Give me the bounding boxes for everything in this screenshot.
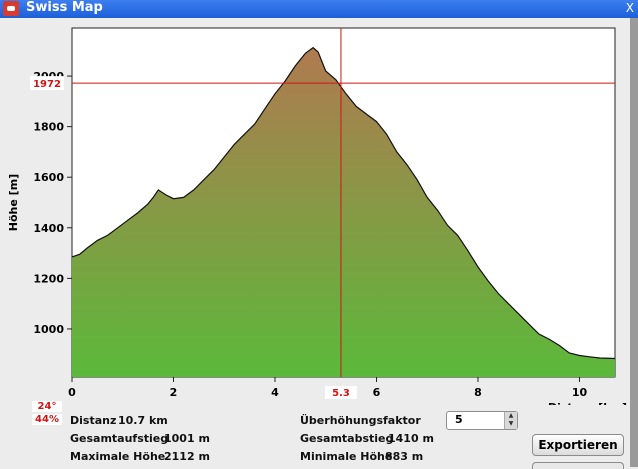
cursor-x-tag — [324, 386, 357, 399]
y-tick-label: 1200 — [33, 272, 64, 285]
spinner-arrows-icon[interactable]: ▲ ▼ — [504, 412, 517, 429]
ueberhoehung-spinner[interactable]: 5 ▲ ▼ — [446, 411, 518, 430]
window-title: Swiss Map — [26, 0, 103, 15]
x-tick-label: 4 — [271, 386, 279, 399]
y-tick-label: 1800 — [33, 121, 64, 134]
export-button[interactable]: Exportieren — [532, 434, 624, 456]
min-hoehe-label: Minimale Höhe — [300, 450, 393, 463]
x-tick-label: 8 — [474, 386, 482, 399]
y-axis-label: Höhe [m] — [7, 174, 20, 231]
percent-value: 44% — [32, 414, 62, 425]
angle-value: 24° — [32, 401, 62, 412]
x-tick-label: 6 — [373, 386, 381, 399]
app-icon — [3, 1, 19, 16]
gesamtaufstieg-label: Gesamtaufstieg — [70, 432, 169, 445]
max-hoehe-value: 2112 m — [164, 450, 210, 463]
elevation-line — [71, 46, 616, 360]
ueberhoehung-label: Überhöhungsfaktor — [300, 414, 421, 427]
x-tick-label: 10 — [572, 386, 588, 399]
x-tick-label: 0 — [68, 386, 76, 399]
window-edge — [630, 18, 638, 467]
y-tick-label: 1600 — [33, 171, 64, 184]
close-button[interactable]: X — [625, 1, 634, 15]
distanz-value: 10.7 km — [118, 414, 168, 427]
y-tick-label: 1000 — [33, 323, 64, 336]
x-tick-label: 2 — [170, 386, 178, 399]
elevation-chart[interactable]: 0246810100012001400160018002000Höhe [m]D… — [0, 0, 630, 405]
title-bar: Swiss Map X — [0, 0, 638, 18]
gesamtabstieg-value: 1410 m — [388, 432, 434, 445]
distanz-label: Distanz — [70, 414, 117, 427]
max-hoehe-label: Maximale Höhe — [70, 450, 166, 463]
cursor-x-label: 5.3 — [332, 388, 350, 399]
gesamtabstieg-label: Gesamtabstieg — [300, 432, 394, 445]
cursor-y-label: 1972 — [33, 79, 61, 90]
y-tick-label: 1400 — [33, 222, 64, 235]
second-button[interactable] — [532, 462, 624, 469]
gesamtaufstieg-value: 1001 m — [164, 432, 210, 445]
cursor-y-tag — [30, 76, 64, 91]
elevation-area — [72, 47, 615, 377]
min-hoehe-value: 883 m — [385, 450, 424, 463]
ueberhoehung-value: 5 — [455, 413, 463, 426]
x-axis-label: Distanz [km] — [548, 401, 627, 405]
